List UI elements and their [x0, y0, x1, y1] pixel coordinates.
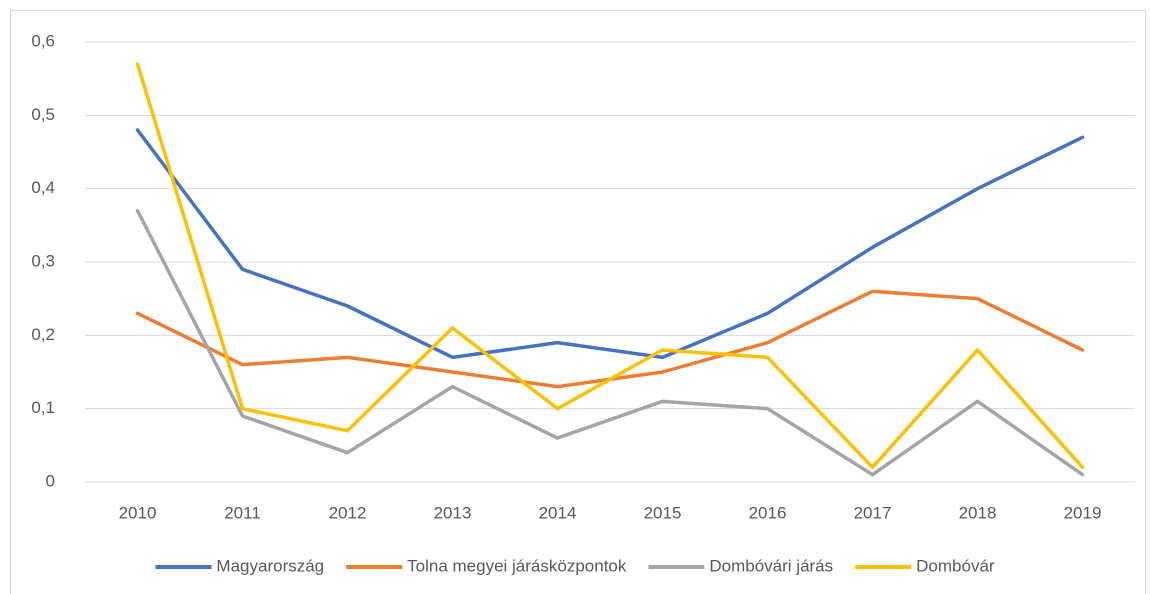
- y-tick-label: 0,4: [31, 178, 55, 197]
- x-tick-label: 2011: [224, 503, 261, 522]
- x-tick-label: 2015: [644, 503, 682, 522]
- y-tick-label: 0: [46, 471, 55, 490]
- x-tick-label: 2019: [1064, 503, 1102, 522]
- y-tick-label: 0,1: [31, 398, 55, 417]
- x-tick-label: 2014: [539, 503, 577, 522]
- legend-label: Dombóvár: [916, 556, 995, 575]
- series-line: [135, 62, 1085, 470]
- series-line: [135, 128, 1085, 360]
- x-tick-label: 2010: [119, 503, 157, 522]
- x-tick-label: 2017: [854, 503, 892, 522]
- y-tick-label: 0,6: [31, 31, 55, 50]
- chart-border: [10, 10, 1146, 594]
- y-tick-label: 0,3: [31, 251, 55, 270]
- series-line: [135, 208, 1085, 477]
- x-tick-label: 2013: [434, 503, 472, 522]
- y-tick-label: 0,5: [31, 105, 55, 124]
- y-tick-label: 0,2: [31, 325, 55, 344]
- x-tick-label: 2018: [959, 503, 997, 522]
- legend-label: Dombóvári járás: [709, 556, 833, 575]
- legend-label: Tolna megyei járásközpontok: [407, 556, 627, 575]
- legend-label: Magyarország: [216, 556, 324, 575]
- x-tick-label: 2012: [329, 503, 367, 522]
- x-tick-label: 2016: [749, 503, 787, 522]
- series-line: [135, 289, 1085, 389]
